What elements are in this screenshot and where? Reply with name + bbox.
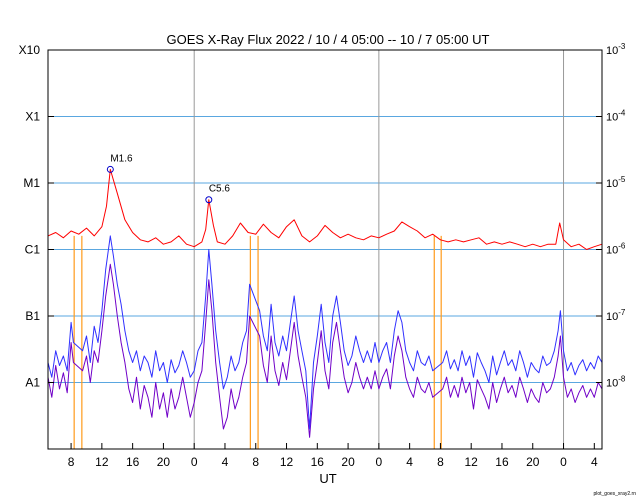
x-tick-label: 12 <box>95 455 109 469</box>
x-tick-label: 0 <box>560 455 567 469</box>
x-tick-label: 8 <box>68 455 75 469</box>
y-left-tick-label: B1 <box>25 309 40 323</box>
y-right-tick-label: 10-7 <box>606 308 626 323</box>
x-tick-label: 4 <box>222 455 229 469</box>
x-tick-label: 20 <box>157 455 171 469</box>
x-tick-label: 0 <box>191 455 198 469</box>
x-tick-label: 4 <box>406 455 413 469</box>
y-ticks: A1 B1 C1 M1 X1 X10 10-8 10-7 10-6 10-5 10-4 10-3 <box>19 42 626 390</box>
x-tick-label: 16 <box>126 455 140 469</box>
y-right-tick-label: 10-4 <box>606 109 626 124</box>
y-right-tick-label: 10-6 <box>606 242 626 257</box>
grid <box>48 116 602 383</box>
x-ticks: 8 12 16 20 0 4 8 12 16 20 0 4 8 12 16 20 0 4 <box>68 443 598 469</box>
y-left-tick-label: A1 <box>25 376 40 390</box>
flare-peak-label: C5.6 <box>209 184 231 195</box>
x-tick-label: 0 <box>376 455 383 469</box>
series-group <box>47 168 603 438</box>
eclipse-gaps <box>73 235 442 449</box>
plot-credit: plot_goes_xray2.rn <box>593 491 636 497</box>
x-tick-label: 8 <box>437 455 444 469</box>
x-tick-label: 16 <box>311 455 325 469</box>
flare-peak-label: M1.6 <box>110 153 133 164</box>
series-line-long <box>47 168 603 250</box>
y-left-tick-label: C1 <box>25 243 41 257</box>
x-tick-label: 12 <box>465 455 479 469</box>
x-tick-label: 16 <box>495 455 509 469</box>
annotations: M1.6 C5.6 <box>106 153 231 204</box>
y-left-tick-label: X10 <box>19 43 41 57</box>
y-right-tick-label: 10-8 <box>606 375 626 390</box>
x-tick-label: 20 <box>526 455 540 469</box>
y-left-tick-label: X1 <box>25 110 40 124</box>
flare-peak-marker <box>106 165 114 173</box>
x-axis-label: UT <box>319 471 336 486</box>
y-left-tick-label: M1 <box>23 176 40 190</box>
y-right-tick-label: 10-5 <box>606 175 626 190</box>
x-tick-label: 8 <box>252 455 259 469</box>
y-right-tick-label: 10-3 <box>606 42 626 57</box>
series-line-short_primary <box>47 235 603 430</box>
day-boundaries <box>193 50 565 449</box>
chart-title: GOES X-Ray Flux 2022 / 10 / 4 05:00 -- 1… <box>167 32 490 47</box>
x-tick-label: 12 <box>280 455 294 469</box>
flare-peak-marker <box>205 196 213 204</box>
series-line-short_secondary <box>47 263 603 438</box>
x-tick-label: 4 <box>591 455 598 469</box>
x-tick-label: 20 <box>341 455 355 469</box>
